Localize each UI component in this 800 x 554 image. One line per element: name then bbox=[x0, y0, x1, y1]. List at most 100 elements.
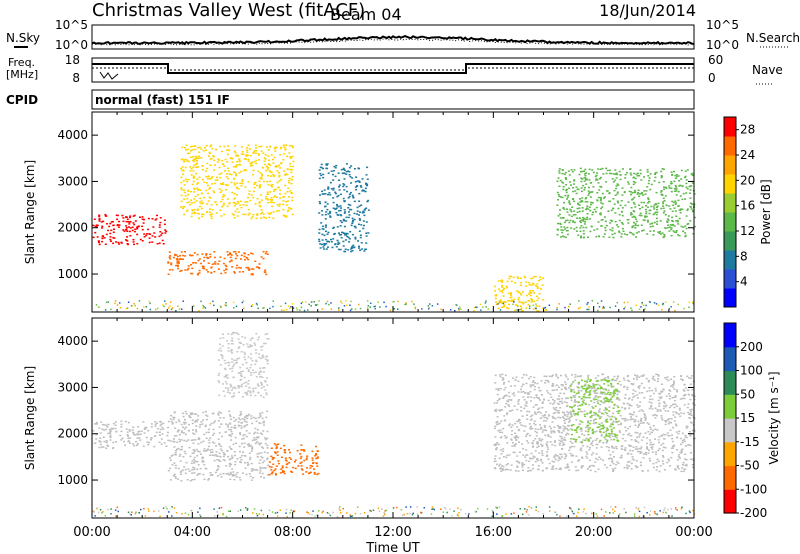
noise-right-tick-bottom: 10^0 bbox=[706, 38, 739, 52]
velocity-axes: 1000 2000 3000 4000 bbox=[57, 318, 695, 518]
velocity-feature-1 bbox=[167, 410, 270, 482]
freq-panel-frame bbox=[91, 57, 695, 83]
beam-label: Beam 04 bbox=[330, 5, 402, 24]
colorbar-tick-label: 24 bbox=[740, 148, 755, 162]
freq-left-tick-top: 18 bbox=[65, 53, 80, 67]
velocity-feature-0 bbox=[92, 420, 170, 449]
colorbar-tick-label: 15 bbox=[740, 411, 755, 425]
velocity-ylabel: Slant Range [km] bbox=[23, 366, 37, 470]
noise-search-label: N.Search bbox=[746, 31, 800, 45]
colorbar-segment bbox=[724, 465, 736, 490]
freq-right-tick-top: 60 bbox=[708, 53, 723, 67]
velocity-near-range-speckle bbox=[92, 506, 696, 518]
power-feature-0 bbox=[92, 213, 168, 246]
colorbar-segment bbox=[724, 155, 736, 175]
colorbar-tick-label: 100 bbox=[740, 364, 763, 378]
freq-startup-noise bbox=[99, 71, 119, 80]
x-tick-label: 16:00 bbox=[475, 525, 512, 540]
colorbar-tick-label: 20 bbox=[740, 173, 755, 187]
y-tick-label: 1000 bbox=[57, 267, 88, 281]
colorbar-segment bbox=[724, 250, 736, 270]
cpid-label: CPID bbox=[6, 93, 38, 107]
nave-trace bbox=[92, 67, 694, 71]
date-label: 18/Jun/2014 bbox=[599, 1, 696, 20]
nave-label: Nave bbox=[752, 63, 783, 77]
x-tick-label: 00:00 bbox=[73, 525, 110, 540]
colorbar-segment bbox=[724, 269, 736, 289]
station-title: Christmas Valley West (fitACF) bbox=[92, 0, 365, 21]
noise-left-tick-top: 10^5 bbox=[55, 18, 88, 32]
velocity-panel-frame bbox=[91, 317, 695, 519]
x-tick-label: 08:00 bbox=[274, 525, 311, 540]
cpid-value: normal (fast) 151 IF bbox=[95, 93, 230, 107]
colorbar-tick-label: -100 bbox=[740, 482, 767, 496]
noise-right-tick-top: 10^5 bbox=[706, 18, 739, 32]
power-feature-4 bbox=[493, 275, 545, 312]
freq-label-2: [MHz] bbox=[6, 68, 38, 81]
colorbar-tick-label: -200 bbox=[740, 506, 767, 520]
power-feature-2 bbox=[179, 144, 295, 220]
x-tick-label: 20:00 bbox=[575, 525, 612, 540]
power-axes: 1000 2000 3000 4000 bbox=[57, 112, 695, 312]
colorbar-segment bbox=[724, 370, 736, 395]
colorbar-tick-label: 8 bbox=[740, 249, 748, 263]
noise-sky-label: N.Sky bbox=[6, 31, 40, 45]
power-data-layer bbox=[92, 144, 696, 312]
power-feature-3 bbox=[318, 163, 370, 253]
colorbar-segment bbox=[724, 288, 736, 308]
colorbar-tick-label: 12 bbox=[740, 224, 755, 238]
freq-label-1: Freq. bbox=[8, 56, 35, 69]
colorbar-segment bbox=[724, 136, 736, 156]
velocity-feature-5 bbox=[569, 378, 621, 444]
power-ylabel: Slant Range [km] bbox=[23, 160, 37, 264]
x-tick-label: 00:00 bbox=[675, 525, 712, 540]
velocity-colorbar: 200 100 50 15 -15 -50 -100 -200 bbox=[723, 322, 767, 520]
colorbar-tick-label: 28 bbox=[740, 123, 755, 137]
frequency-trace bbox=[92, 63, 694, 74]
power-panel-frame bbox=[91, 111, 695, 313]
noise-sky-trace bbox=[91, 35, 695, 46]
colorbar-tick-label: -15 bbox=[740, 435, 760, 449]
colorbar-segment bbox=[724, 212, 736, 232]
velocity-feature-3 bbox=[268, 443, 320, 476]
colorbar-tick-label: -50 bbox=[740, 459, 760, 473]
colorbar-frame bbox=[723, 116, 737, 308]
noise-panel-frame bbox=[91, 24, 695, 50]
colorbar-tick-label: 200 bbox=[740, 340, 763, 354]
colorbar-tick-label: 16 bbox=[740, 199, 755, 213]
x-tick-label: 04:00 bbox=[174, 525, 211, 540]
y-tick-label: 2000 bbox=[57, 427, 88, 441]
power-colorbar: 4 8 12 16 20 24 28 bbox=[723, 116, 755, 308]
y-tick-label: 4000 bbox=[57, 128, 88, 142]
velocity-feature-4 bbox=[493, 373, 696, 473]
colorbar-segment bbox=[724, 231, 736, 251]
velocity-feature-2 bbox=[217, 331, 270, 398]
velocity-colorbar-label: Velocity [m s⁻¹] bbox=[767, 371, 781, 464]
x-tick-label: 12:00 bbox=[374, 525, 411, 540]
colorbar-tick-label: 4 bbox=[740, 275, 748, 289]
y-tick-label: 3000 bbox=[57, 174, 88, 188]
y-tick-label: 4000 bbox=[57, 334, 88, 348]
colorbar-segment bbox=[724, 117, 736, 137]
colorbar-segment bbox=[724, 394, 736, 419]
colorbar-tick-label: 50 bbox=[740, 387, 755, 401]
velocity-data-layer bbox=[92, 331, 696, 518]
colorbar-segment bbox=[724, 174, 736, 194]
colorbar-segment bbox=[724, 346, 736, 372]
time-axis-label: Time UT bbox=[365, 541, 419, 554]
noise-left-tick-bottom: 10^0 bbox=[55, 38, 88, 52]
freq-right-tick-bottom: 0 bbox=[708, 71, 716, 85]
power-feature-1 bbox=[167, 250, 269, 276]
y-tick-label: 1000 bbox=[57, 473, 88, 487]
power-near-range-speckle bbox=[95, 300, 694, 312]
freq-left-tick-bottom: 8 bbox=[72, 71, 80, 85]
colorbar-segment bbox=[724, 193, 736, 213]
colorbar-segment bbox=[724, 418, 736, 443]
y-tick-label: 2000 bbox=[57, 221, 88, 235]
y-tick-label: 3000 bbox=[57, 380, 88, 394]
power-feature-5 bbox=[556, 167, 696, 239]
colorbar-segment bbox=[724, 441, 736, 467]
cpid-box bbox=[91, 89, 695, 110]
colorbar-segment bbox=[724, 489, 736, 514]
